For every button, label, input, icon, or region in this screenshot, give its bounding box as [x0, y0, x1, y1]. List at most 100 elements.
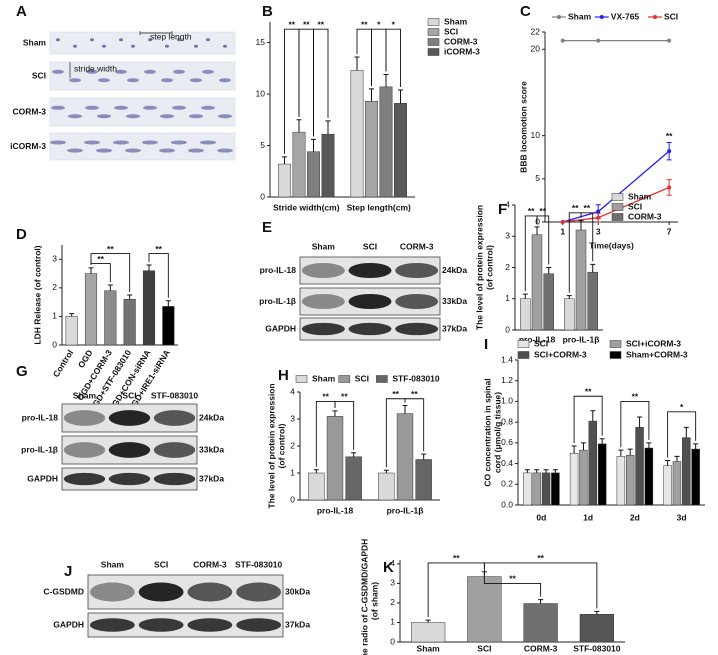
y-tick-label: 0.4	[501, 458, 513, 468]
y-tick-label: 20	[531, 44, 541, 54]
footprint	[190, 78, 202, 83]
footprint	[218, 114, 232, 119]
significance-label: **	[341, 392, 348, 402]
footprint	[143, 105, 157, 110]
y-axis-label: CO concentration in spinal	[482, 378, 492, 486]
significance-bracket	[90, 253, 131, 292]
y-tick-label: 0	[505, 324, 510, 334]
panel-letter: J	[64, 563, 72, 580]
error-bar	[421, 453, 427, 460]
legend-label: SCI	[534, 338, 548, 348]
track-strip	[49, 132, 236, 161]
error-bar	[296, 119, 302, 133]
footprint	[52, 69, 64, 74]
size-label: 37kDa	[285, 619, 310, 629]
size-label: 33kDa	[199, 444, 224, 454]
footprint	[97, 114, 111, 119]
error-bar	[646, 442, 652, 449]
bar	[672, 461, 682, 506]
footprint	[69, 78, 81, 83]
footprint	[51, 105, 65, 110]
error-bar	[599, 438, 605, 444]
footprint	[56, 38, 60, 42]
error-bar	[674, 455, 680, 462]
bar	[597, 443, 607, 506]
error-bar	[571, 445, 577, 454]
footprint	[142, 140, 158, 145]
panel-letter: H	[278, 367, 289, 384]
legend-label: SCI+iCORM-3	[626, 338, 681, 348]
row-label: pro-IL-1β	[259, 296, 296, 306]
legend-swatch	[611, 193, 624, 201]
legend-label: Sham	[444, 16, 468, 26]
band	[348, 262, 392, 279]
band	[187, 618, 233, 632]
y-axis-label: (of sham)	[369, 582, 379, 620]
error-bar	[546, 267, 552, 274]
error-bar	[351, 452, 357, 457]
band	[138, 618, 184, 632]
y-axis-label: (of control)	[484, 245, 494, 290]
bar	[682, 437, 691, 506]
x-tick-label: pro-IL-1β	[563, 334, 600, 344]
band	[301, 293, 345, 310]
band	[108, 442, 151, 458]
bar	[123, 299, 136, 346]
footprint	[73, 44, 77, 48]
significance-label: *	[392, 19, 396, 29]
error-bar	[402, 405, 408, 414]
error-bar	[165, 300, 171, 307]
bar	[587, 271, 598, 331]
y-tick-label: 0	[260, 191, 265, 201]
y-tick-label: 1.4	[501, 354, 513, 364]
significance-label: **	[528, 206, 535, 216]
bar	[564, 298, 575, 331]
error-bar	[566, 295, 572, 299]
error-bar	[383, 469, 389, 473]
footprint	[102, 44, 106, 48]
footprint	[115, 69, 127, 74]
bar	[569, 452, 579, 506]
significance-bracket	[483, 562, 598, 609]
error-bar	[107, 284, 113, 291]
row-label: Sham	[23, 37, 47, 47]
significance-bracket	[404, 398, 425, 452]
bar	[467, 576, 502, 643]
x-tick-label: 3d	[677, 512, 687, 522]
error-bar	[146, 264, 152, 271]
band	[236, 618, 282, 632]
point	[560, 38, 565, 43]
x-tick-label: 3	[596, 226, 601, 236]
size-label: 33kDa	[442, 296, 467, 306]
significance-label: **	[453, 553, 460, 563]
significance-label: **	[303, 19, 310, 29]
legend-label: Sham+CORM-3	[626, 349, 688, 359]
legend-label: SCI	[664, 11, 678, 21]
point	[596, 38, 601, 43]
bar	[523, 472, 532, 506]
significance-label: **	[322, 392, 329, 402]
error-bar	[590, 410, 596, 422]
bar	[415, 459, 432, 501]
footprint	[219, 78, 231, 83]
error-bar	[637, 416, 643, 428]
error-bar	[127, 294, 133, 300]
bar	[575, 229, 587, 331]
y-tick-label: 15	[256, 37, 266, 47]
size-label: 24kDa	[199, 412, 224, 422]
lane-label: CORM-3	[193, 559, 227, 569]
row-label: iCORM-3	[10, 141, 46, 151]
y-tick-label: 0.2	[501, 479, 513, 489]
bar	[396, 413, 414, 501]
row-label: GAPDH	[53, 619, 84, 629]
bar	[541, 472, 551, 506]
significance-bracket	[580, 212, 594, 262]
legend-swatch	[295, 375, 308, 383]
error-bar	[618, 449, 624, 457]
step-length-marker	[139, 31, 173, 35]
band	[348, 322, 392, 336]
y-tick-label: 1.2	[501, 375, 513, 385]
x-tick-label: 2d	[630, 512, 640, 522]
panel-letter: F	[498, 201, 507, 218]
x-tick-label: 1	[560, 226, 565, 236]
